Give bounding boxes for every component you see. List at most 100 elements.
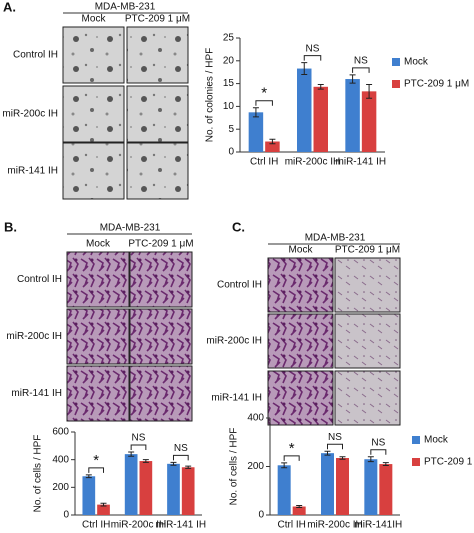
significance-bracket bbox=[283, 455, 300, 461]
significance-label: NS bbox=[354, 56, 368, 67]
bar bbox=[313, 86, 328, 152]
micrograph bbox=[267, 313, 334, 369]
row-label: Control IH bbox=[217, 280, 262, 291]
micrograph bbox=[267, 370, 334, 426]
error-bar bbox=[382, 462, 389, 467]
error-bar bbox=[252, 107, 259, 118]
error-bar bbox=[85, 474, 92, 479]
y-tick-label: 0 bbox=[63, 510, 69, 521]
x-tick-label: miR-141 IH bbox=[336, 157, 387, 168]
legend-swatch bbox=[392, 58, 400, 66]
bar bbox=[167, 463, 180, 515]
x-tick-label: miR-200c IH bbox=[111, 520, 167, 531]
micrograph bbox=[129, 251, 193, 308]
bar bbox=[124, 454, 138, 515]
x-tick-label: Ctrl IH bbox=[277, 520, 305, 531]
significance-label: NS bbox=[132, 433, 146, 444]
column-label: PTC-209 1 μM bbox=[335, 245, 400, 256]
column-label: PTC-209 1 μM bbox=[128, 239, 193, 250]
significance-label: NS bbox=[174, 443, 188, 454]
bar bbox=[265, 141, 280, 152]
significance-bracket bbox=[370, 449, 387, 455]
micrograph bbox=[66, 308, 130, 365]
micrograph bbox=[66, 365, 130, 422]
column-label: Mock bbox=[86, 239, 111, 250]
x-tick-label: miR-141 IH bbox=[156, 520, 207, 531]
error-bar bbox=[269, 138, 276, 145]
micrograph bbox=[267, 257, 334, 313]
row-label: miR-141 IH bbox=[11, 388, 62, 399]
legend-label: PTC-209 1 μM bbox=[424, 457, 474, 468]
error-bar bbox=[128, 451, 135, 457]
error-bar bbox=[367, 456, 374, 463]
row-label: miR-141 IH bbox=[211, 393, 262, 404]
significance-bracket bbox=[303, 55, 322, 61]
y-axis-label: No. of colonies / HPF bbox=[205, 48, 216, 142]
x-tick-label: miR-200c IH bbox=[285, 157, 341, 168]
significance-bracket bbox=[172, 454, 189, 461]
column-label: Mock bbox=[289, 245, 314, 256]
legend-swatch bbox=[412, 458, 420, 466]
panel-label: B. bbox=[4, 219, 17, 234]
error-bar bbox=[185, 465, 192, 469]
micrograph bbox=[129, 308, 193, 365]
y-tick-label: 0 bbox=[258, 510, 264, 521]
y-tick-label: 600 bbox=[52, 427, 69, 438]
significance-label: NS bbox=[306, 43, 320, 54]
row-label: Control IH bbox=[13, 50, 58, 61]
bar bbox=[379, 464, 393, 515]
micrograph bbox=[334, 257, 401, 313]
cell-line-header: MDA-MB-231 bbox=[305, 233, 366, 244]
row-label: miR-200c IH bbox=[2, 109, 58, 120]
micrograph bbox=[126, 85, 189, 143]
bar bbox=[297, 68, 312, 152]
panel-label: C. bbox=[232, 219, 245, 234]
error-bar bbox=[366, 84, 373, 99]
y-tick-label: 200 bbox=[52, 482, 69, 493]
error-bar bbox=[142, 459, 149, 463]
y-tick-label: 20 bbox=[223, 55, 235, 66]
bar bbox=[248, 112, 264, 152]
legend-label: Mock bbox=[424, 435, 449, 446]
significance-label: * bbox=[93, 452, 99, 469]
y-tick-label: 5 bbox=[228, 124, 234, 135]
y-tick-label: 25 bbox=[223, 33, 235, 44]
bar bbox=[139, 461, 153, 515]
micrograph bbox=[334, 313, 401, 369]
y-tick-label: 200 bbox=[247, 461, 264, 472]
y-tick-label: 400 bbox=[52, 454, 69, 465]
error-bar bbox=[100, 502, 107, 507]
significance-bracket bbox=[88, 467, 105, 473]
y-tick-label: 0 bbox=[228, 147, 234, 158]
error-bar bbox=[296, 505, 303, 508]
y-tick-label: 400 bbox=[247, 413, 264, 424]
y-axis-label: No. of cells / HPF bbox=[229, 428, 240, 506]
y-tick-label: 15 bbox=[223, 78, 235, 89]
significance-bracket bbox=[130, 444, 147, 451]
cell-line-header: MDA-MB-231 bbox=[95, 2, 156, 13]
significance-bracket bbox=[352, 67, 370, 73]
error-bar bbox=[317, 84, 324, 90]
bar bbox=[364, 459, 378, 515]
cell-line-header: MDA-MB-231 bbox=[100, 223, 161, 234]
error-bar bbox=[301, 62, 308, 75]
error-bar bbox=[170, 461, 177, 466]
row-label: miR-141 IH bbox=[7, 166, 58, 177]
bar bbox=[277, 465, 291, 515]
micrograph bbox=[62, 26, 125, 84]
legend-swatch bbox=[412, 436, 420, 444]
panel-label: A. bbox=[3, 0, 16, 14]
significance-label: NS bbox=[371, 437, 385, 448]
bar bbox=[361, 91, 377, 152]
micrograph bbox=[129, 365, 193, 422]
x-tick-label: miR-141IH bbox=[354, 520, 402, 531]
bar bbox=[345, 79, 360, 152]
error-bar bbox=[281, 462, 288, 469]
bar bbox=[82, 476, 96, 515]
x-tick-label: Ctrl IH bbox=[250, 157, 278, 168]
micrograph bbox=[334, 370, 401, 426]
micrograph bbox=[66, 251, 130, 308]
bar bbox=[97, 504, 110, 515]
error-bar bbox=[349, 74, 356, 84]
